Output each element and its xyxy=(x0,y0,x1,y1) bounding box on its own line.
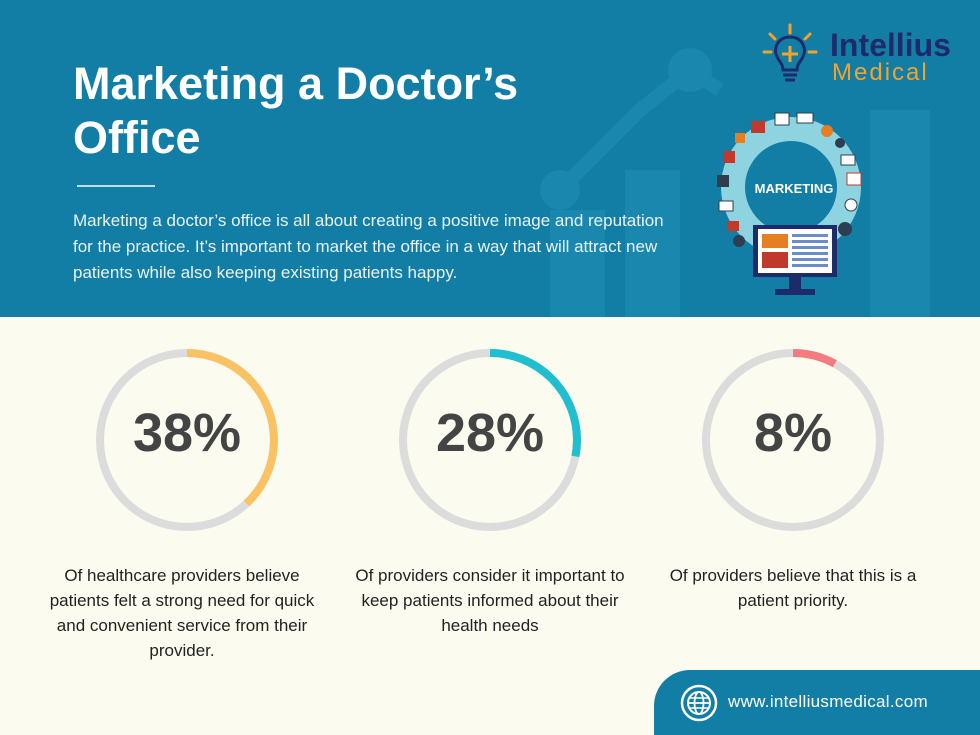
marketing-icons xyxy=(717,112,862,247)
page-title: Marketing a Doctor’s Office xyxy=(73,58,519,163)
progress-arc-3 xyxy=(702,349,884,531)
footer-bar: www.intelliusmedical.com xyxy=(654,670,980,735)
stat-percent-1: 38% xyxy=(132,403,242,463)
stat-percent-3: 8% xyxy=(753,403,833,463)
progress-arc-1 xyxy=(96,349,278,531)
marketing-illustration: MARKETING xyxy=(717,112,862,295)
progress-ring-2 xyxy=(399,349,581,531)
globe-icon xyxy=(680,684,718,722)
stat-caption-2: Of providers consider it important to ke… xyxy=(355,566,625,635)
stat-card-2: 28% xyxy=(340,340,640,540)
header-banner: Marketing a Doctor’s Office Marketing a … xyxy=(0,0,980,317)
website-link[interactable]: www.intelliusmedical.com xyxy=(728,692,928,711)
logo-name: Intellius xyxy=(830,27,951,63)
progress-ring-3 xyxy=(702,349,884,531)
logo-subtitle: Medical xyxy=(832,59,929,86)
intro-paragraph: Marketing a doctor’s office is all about… xyxy=(73,211,664,282)
title-divider xyxy=(77,185,155,187)
stat-caption-1: Of healthcare providers believe patients… xyxy=(49,566,315,660)
illustration-label: MARKETING xyxy=(755,181,834,196)
progress-arc-2 xyxy=(399,349,581,531)
progress-ring-1 xyxy=(96,349,278,531)
background-chart-decoration xyxy=(540,48,930,317)
stat-percent-2: 28% xyxy=(435,403,545,463)
stat-caption-3: Of providers believe that this is a pati… xyxy=(669,566,917,610)
brand-logo: Intellius Medical xyxy=(762,22,972,88)
lightbulb-icon xyxy=(762,23,818,82)
stat-card-1: 38% xyxy=(37,340,337,540)
stat-card-3: 8% xyxy=(643,340,943,540)
